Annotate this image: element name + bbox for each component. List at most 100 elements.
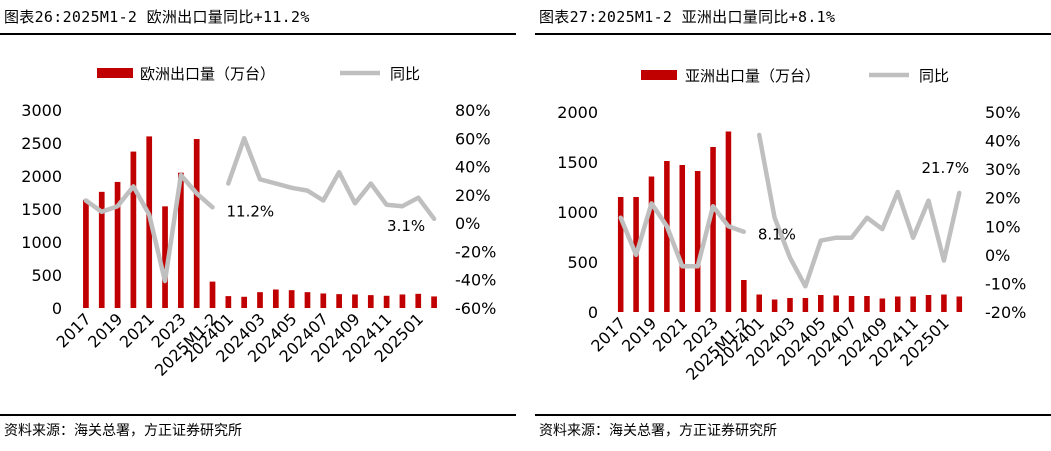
right-axis-tick-label: 20% <box>455 186 491 205</box>
yoy-line <box>83 172 215 284</box>
right-axis-tick-label: 40% <box>455 158 491 177</box>
bar <box>756 294 762 312</box>
data-label: 8.1% <box>758 226 796 244</box>
yoy-line <box>756 132 962 289</box>
left-axis-tick-label: 2500 <box>21 134 62 153</box>
data-label: 21.7% <box>921 159 969 177</box>
title-rule <box>0 33 516 35</box>
bar <box>272 289 279 308</box>
chart-title: 图表26:2025M1-2 欧洲出口量同比+11.2% <box>4 8 310 26</box>
bar <box>664 161 670 312</box>
yoy-line <box>618 201 747 269</box>
right-axis-tick-label: -20% <box>455 242 496 261</box>
chart-title: 图表27:2025M1-2 亚洲出口量同比+8.1% <box>539 8 836 26</box>
right-axis-tick-label: 60% <box>455 129 491 148</box>
bar <box>336 294 342 308</box>
bar <box>193 139 200 308</box>
x-axis-tick-label: 2021 <box>116 309 158 351</box>
right-axis-tick-label: 0% <box>985 246 1010 265</box>
x-axis-tick-label: 2021 <box>649 313 691 355</box>
left-axis-tick-label: 500 <box>567 253 598 272</box>
bar <box>956 296 963 312</box>
x-axis-tick-label: 2019 <box>618 313 660 355</box>
bar <box>162 206 168 308</box>
right-axis-tick-label: -40% <box>455 271 496 290</box>
europe-export-chart: 欧洲出口量（万台） 同比 0 500 1000 1500 2000 2500 3000 -60% -… <box>21 65 496 380</box>
bar <box>225 296 232 308</box>
source-note: 资料来源：海关总署，方正证券研究所 <box>539 423 777 439</box>
left-axis-tick-label: 0 <box>52 299 62 318</box>
bar <box>833 295 839 312</box>
asia-export-chart: 亚洲出口量（万台） 同比 0 500 1000 1500 2000 -20% -10% 0% 10%… <box>557 67 1026 384</box>
bar <box>694 171 701 312</box>
left-axis-tick-label: 1000 <box>21 233 62 252</box>
bar <box>98 191 105 308</box>
left-axis-tick-label: 0 <box>588 303 598 322</box>
yoy-line <box>226 136 437 222</box>
bar <box>257 292 263 308</box>
bar <box>320 293 327 308</box>
right-axis-tick-label: -60% <box>455 299 496 318</box>
left-axis-tick-label: 500 <box>31 266 62 285</box>
bar <box>288 290 295 308</box>
bar <box>431 296 437 308</box>
source-rule <box>0 414 516 416</box>
left-axis-tick-label: 1500 <box>21 200 62 219</box>
source-rule <box>535 414 1051 416</box>
right-axis-tick-label: 0% <box>455 214 480 233</box>
legend-label: 欧洲出口量（万台） <box>140 65 275 83</box>
left-axis-tick-label: 2000 <box>21 167 62 186</box>
right-chart-panel: 图表27:2025M1-2 亚洲出口量同比+8.1% 亚洲出口量（万台） 同比 0 5… <box>535 0 1051 451</box>
bar <box>894 296 901 312</box>
bar <box>415 293 422 308</box>
bar <box>114 181 121 308</box>
bar <box>209 281 216 308</box>
legend-bar-swatch <box>97 68 133 78</box>
data-label: 11.2% <box>227 202 275 220</box>
bar <box>725 131 732 312</box>
bar <box>741 280 747 312</box>
bar <box>130 151 137 308</box>
bar <box>941 294 947 312</box>
left-chart-panel: 图表26:2025M1-2 欧洲出口量同比+11.2% 欧洲出口量（万台） 同比 0… <box>0 0 516 451</box>
bar <box>771 299 778 312</box>
bar <box>679 165 686 312</box>
left-axis-tick-label: 3000 <box>21 101 62 120</box>
bar <box>178 172 184 308</box>
bar <box>304 292 311 308</box>
bar <box>648 176 655 312</box>
bar <box>617 197 624 312</box>
bar <box>367 295 374 308</box>
right-axis-tick-label: 20% <box>985 189 1021 208</box>
data-label: 3.1% <box>387 217 425 235</box>
bar <box>879 298 886 312</box>
bar <box>83 199 89 308</box>
bar <box>241 296 248 308</box>
right-axis-tick-label: 80% <box>455 101 491 120</box>
right-axis-tick-label: 30% <box>985 160 1021 179</box>
right-axis-tick-label: -20% <box>985 303 1026 322</box>
bar <box>352 294 358 308</box>
x-axis-tick-label: 2019 <box>84 309 126 351</box>
left-axis-tick-label: 2000 <box>557 103 598 122</box>
right-axis-tick-label: 10% <box>985 217 1021 236</box>
legend-label: 同比 <box>919 67 949 85</box>
right-axis-tick-label: 50% <box>985 103 1021 122</box>
legend-bar-swatch <box>641 70 677 80</box>
title-rule <box>535 33 1051 35</box>
left-axis-tick-label: 1000 <box>557 203 598 222</box>
left-axis-tick-label: 1500 <box>557 153 598 172</box>
legend-label: 同比 <box>390 65 420 83</box>
legend-label: 亚洲出口量（万台） <box>685 67 820 85</box>
bar <box>787 298 793 312</box>
right-axis-tick-label: -10% <box>985 274 1026 293</box>
bar <box>910 296 916 312</box>
bar <box>925 295 932 312</box>
bar <box>864 296 870 312</box>
source-note: 资料来源：海关总署，方正证券研究所 <box>4 423 242 439</box>
bar <box>383 295 390 308</box>
bar <box>710 147 716 312</box>
bar <box>802 298 809 312</box>
bar <box>399 294 406 308</box>
bar <box>818 295 824 312</box>
